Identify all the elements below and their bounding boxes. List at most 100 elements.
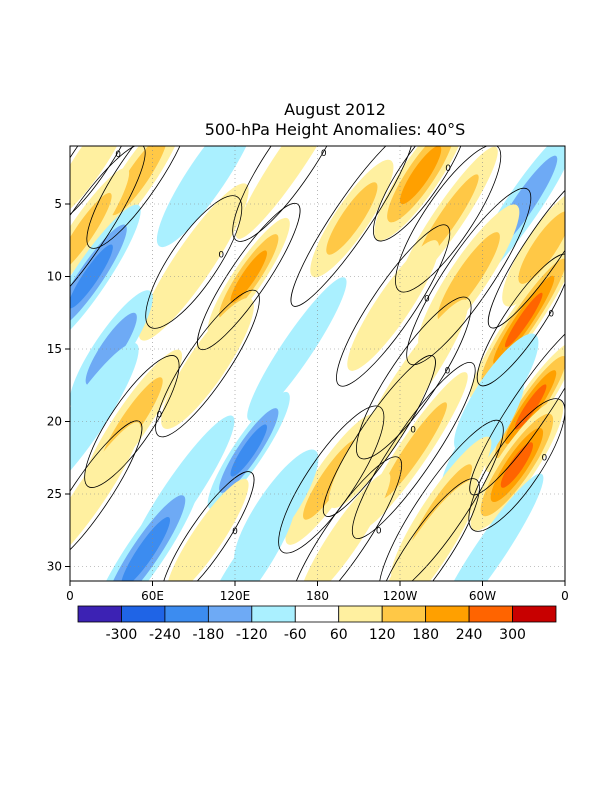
anomaly-contour-fill [347, 240, 439, 371]
anomaly-band [70, 167, 130, 299]
contour-label: 0 [410, 425, 416, 435]
anomaly-contour-fill [299, 472, 391, 581]
anomaly-contour-fill [380, 402, 447, 499]
anomaly-band [328, 363, 430, 509]
anomaly-contour-fill [230, 424, 268, 477]
colorbar-swatch [77, 605, 122, 623]
zero-contour-line [336, 224, 451, 387]
colorbar-swatch [512, 605, 557, 623]
colorbar-swatch [251, 605, 296, 623]
anomaly-contour-fill [138, 183, 249, 341]
anomaly-band [470, 399, 564, 531]
colorbar-swatch [294, 605, 340, 623]
anomaly-band [502, 188, 565, 307]
y-tick-label: 20 [47, 415, 62, 429]
colorbar: -300 -240 -180 -120 -60 60 120 180 240 300 [77, 605, 557, 643]
chart-title: August 2012 [284, 100, 386, 119]
zero-contour-line [468, 398, 565, 532]
anomaly-band [374, 146, 467, 241]
colorbar-label: 180 [412, 627, 439, 643]
x-tick-label: 60E [141, 589, 164, 603]
zero-contour-line [322, 355, 436, 517]
anomaly-contour-fill [376, 479, 479, 581]
anomaly-band [166, 478, 249, 581]
zero-contour-line [160, 471, 255, 581]
zero-contour-line [375, 478, 480, 581]
zero-contour-line [70, 146, 146, 322]
anomaly-contour-fill [110, 146, 167, 216]
anomaly-contour-fill [230, 250, 268, 303]
x-tick-label: 120E [220, 589, 251, 603]
anomaly-contour-fill [435, 473, 544, 581]
zero-contour-line [378, 419, 504, 581]
colorbar-swatch [207, 605, 253, 623]
zero-contour-line [287, 456, 403, 581]
zero-contour-line [469, 318, 565, 496]
zero-contour-line [372, 146, 469, 242]
anomaly-band [435, 473, 544, 581]
anomaly-band [161, 297, 254, 430]
x-tick-label: 0 [561, 589, 569, 603]
colorbar-label: 240 [456, 627, 483, 643]
colorbar-label: -60 [284, 627, 307, 643]
colorbar-swatch [164, 605, 209, 623]
anomaly-band [202, 501, 295, 581]
y-tick-label: 5 [54, 197, 62, 211]
anomaly-contour-fill [500, 442, 534, 488]
contour-label: 0 [541, 453, 547, 463]
zero-contour-line [70, 420, 143, 568]
zero-contour-line [155, 289, 260, 438]
zero-contour-line [406, 187, 532, 366]
anomaly-band [310, 159, 394, 278]
y-tick-label: 15 [47, 342, 62, 356]
anomaly-contour-fill [235, 146, 345, 239]
zero-contour-line [70, 146, 138, 227]
contour-label: 0 [445, 366, 451, 376]
zero-contour-line [351, 362, 476, 539]
anomaly-band [247, 277, 347, 421]
anomaly-contour-fill [156, 146, 259, 248]
anomaly-bands [70, 146, 565, 581]
y-axis: 5 10 15 20 25 30 [47, 197, 70, 574]
anomaly-contour-fill [328, 363, 430, 509]
anomaly-band [207, 391, 290, 510]
colorbar-label: -120 [236, 627, 268, 643]
colorbar-swatch [338, 605, 383, 623]
zero-contour-line [290, 146, 414, 307]
contour-label: 0 [232, 527, 238, 537]
contour-label: 0 [575, 237, 581, 247]
x-axis: 0 60E 120E 180 120W 60W 0 [66, 581, 569, 603]
anomaly-band [70, 342, 139, 501]
x-tick-label: 0 [66, 589, 74, 603]
colorbar-swatch [425, 605, 470, 623]
anomaly-contour-fill [326, 182, 378, 255]
anomaly-contour-fill [514, 384, 547, 430]
colorbar-label: 300 [499, 627, 526, 643]
contour-label: 0 [445, 164, 451, 174]
zero-contour-line [356, 296, 472, 460]
anomaly-contour-fill [70, 342, 139, 501]
anomaly-band [138, 183, 249, 341]
contour-label: 0 [156, 410, 162, 420]
anomaly-band [156, 146, 259, 248]
anomaly-contour-fill [202, 501, 295, 581]
y-tick-label: 30 [47, 560, 62, 574]
contour-label: 0 [321, 149, 327, 159]
anomaly-contour-fill [400, 146, 442, 205]
anomaly-band [347, 240, 439, 371]
colorbar-label: -300 [106, 627, 138, 643]
zero-contour-line [197, 202, 301, 351]
colorbar-label: 120 [369, 627, 396, 643]
anomaly-contour-fill [247, 277, 347, 421]
anomaly-contour-fill [161, 297, 254, 430]
chart-subtitle: 500-hPa Height Anomalies: 40°S [205, 120, 466, 139]
contour-label: 0 [376, 526, 382, 536]
zero-contour-line [278, 405, 385, 554]
zero-contour-line [487, 166, 565, 329]
contour-label: 0 [115, 150, 121, 160]
anomaly-band [418, 204, 520, 349]
zero-contour-line [232, 146, 348, 242]
colorbar-swatch [121, 605, 166, 623]
anomaly-contour-fill [504, 292, 543, 348]
